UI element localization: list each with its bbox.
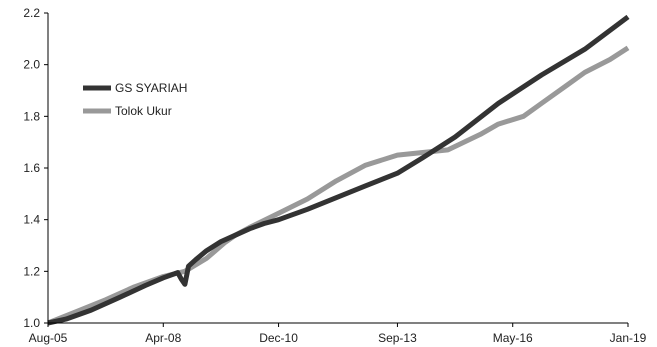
- series-layer: [47, 14, 630, 326]
- y-tick-label: 1.8: [23, 109, 40, 123]
- axes: 1.0 1.2 1.4 1.6 1.8 2.0 2.2 Aug-05 Apr-08 Dec-10 S…: [23, 6, 646, 345]
- x-tick-label: Aug-05: [29, 331, 68, 345]
- y-tick-label: 2.0: [23, 58, 40, 72]
- y-tick-label: 2.2: [23, 6, 40, 20]
- legend-label: Tolok Ukur: [115, 104, 172, 118]
- x-tick-label: Apr-08: [145, 331, 181, 345]
- x-tick-label: Sep-13: [378, 331, 417, 345]
- y-tick-label: 1.6: [23, 161, 40, 175]
- legend-label: GS SYARIAH: [115, 81, 187, 95]
- x-tick-label: May-16: [493, 331, 533, 345]
- x-tick-label: Jan-19: [610, 331, 647, 345]
- y-tick-label: 1.2: [23, 264, 40, 278]
- y-tick-label: 1.4: [23, 213, 40, 227]
- legend: GS SYARIAH Tolok Ukur: [83, 81, 187, 118]
- x-tick-label: Dec-10: [259, 331, 298, 345]
- y-tick-label: 1.0: [23, 316, 40, 330]
- series-line-gs-syariah: [47, 14, 630, 326]
